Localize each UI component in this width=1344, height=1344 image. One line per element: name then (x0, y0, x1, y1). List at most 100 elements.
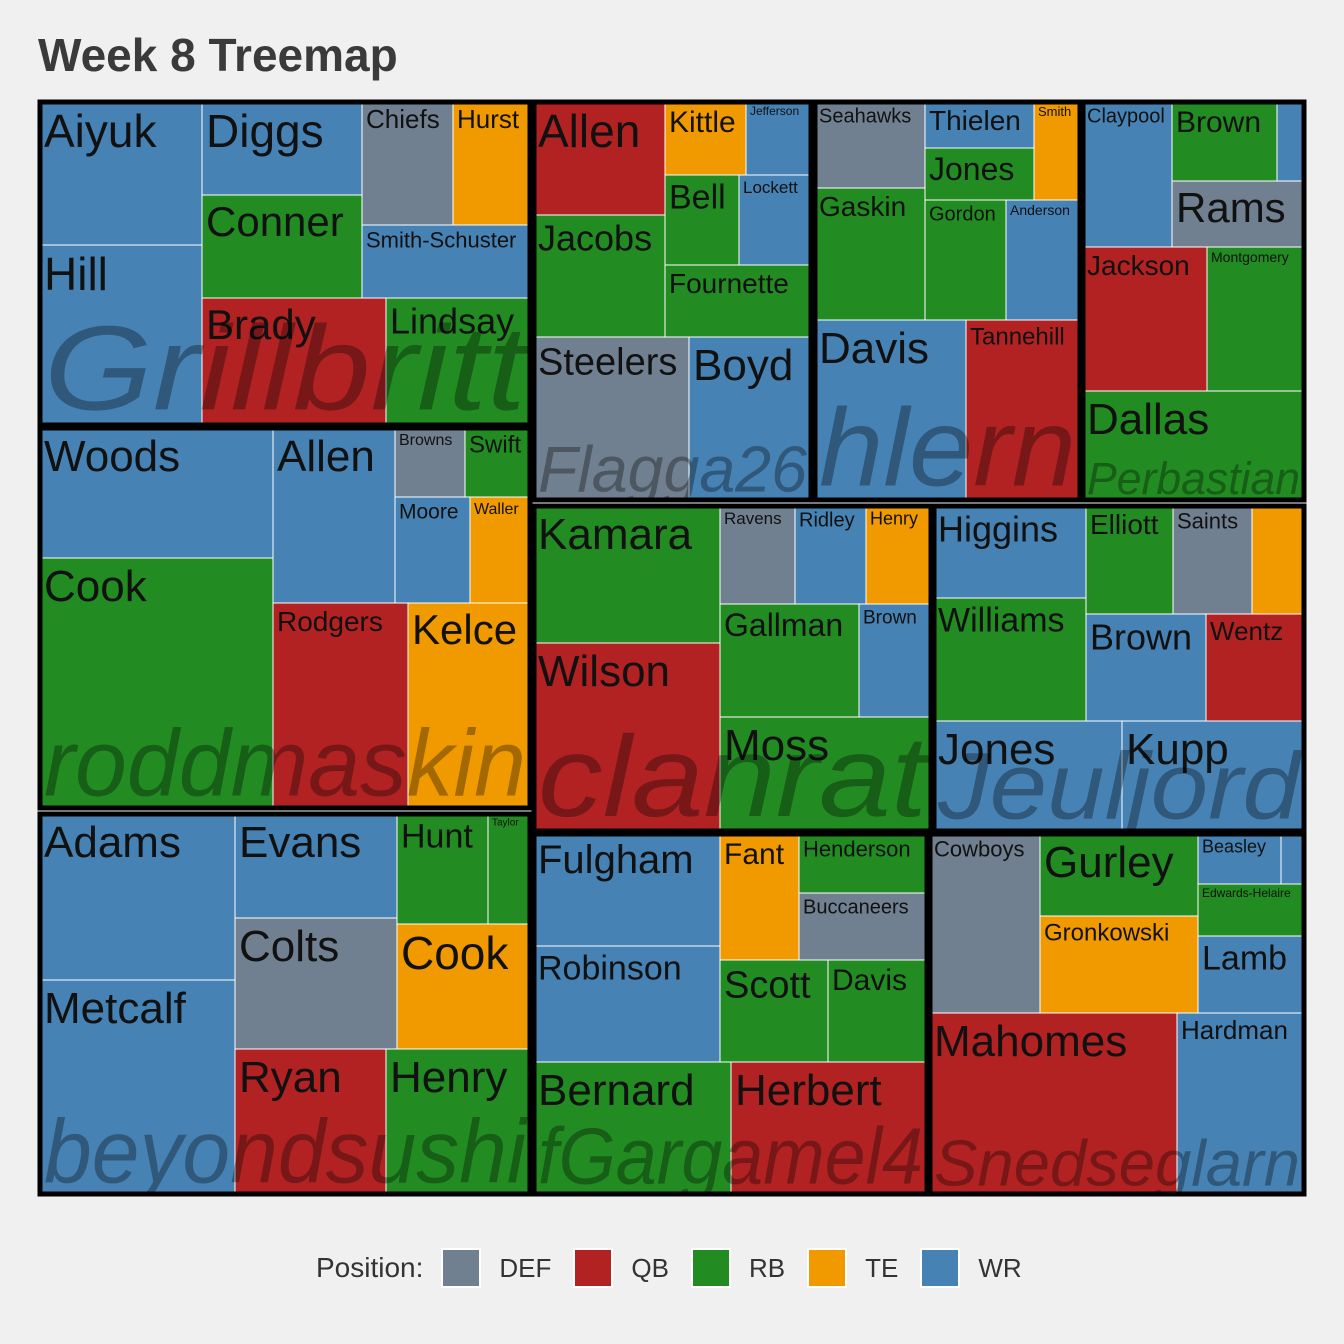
player-tile-mahomes (929, 1012, 1178, 1195)
team-label-perbastian: Perbastian (1087, 453, 1300, 504)
player-label-gurley: Gurley (1044, 838, 1174, 887)
player-tile-montgomery (1206, 246, 1305, 392)
player-label-gallman: Gallman (724, 607, 843, 643)
team-border-roddmaskin (37, 425, 533, 811)
player-label-wilson: Wilson (538, 647, 670, 696)
player-label-tannehill: Tannehill (970, 323, 1065, 350)
player-label-hurst: Hurst (457, 104, 520, 134)
team-label-fgargamel4: fGargamel4 (538, 1112, 923, 1201)
player-tile-jackson (1082, 246, 1208, 392)
team-label-grillbritt: Grillbritt (44, 301, 531, 435)
legend-swatch-rb (690, 1248, 731, 1288)
player-label-higgins: Higgins (938, 508, 1058, 549)
legend-swatch-te (807, 1248, 848, 1288)
player-tile-moss (719, 716, 932, 832)
player-tile-fulgham (533, 833, 721, 947)
player-tile-steelers (533, 336, 690, 501)
player-tile-fournette (664, 264, 812, 338)
team-label-snedseglarn: Snedseglarn (934, 1127, 1300, 1200)
player-label-lamb: Lamb (1202, 940, 1287, 978)
team-border-grillbritt (37, 99, 533, 428)
player-label-claypool: Claypool (1087, 106, 1165, 128)
treemap-chart: Aiyuk Hill Diggs Chiefs Hurst Conner Smith-Sch… (37, 99, 1307, 1201)
team-border-hlern (812, 99, 1083, 503)
player-label-jefferson: Jefferson (750, 104, 799, 118)
player-label-edwards-helaire: Edwards-Helaire (1202, 886, 1291, 900)
player-label-jackson: Jackson (1087, 250, 1190, 281)
player-label-moss: Moss (724, 721, 829, 770)
player-tile-wentz (1205, 613, 1305, 722)
team-label-roddmaskin: roddmaskin (44, 711, 526, 817)
legend-swatch-def (441, 1248, 482, 1288)
player-label-thielen: Thielen (929, 105, 1021, 136)
player-label-mahomes: Mahomes (934, 1017, 1127, 1066)
player-label-rams: Rams (1176, 184, 1286, 231)
player-tile-anderson (1005, 199, 1081, 321)
player-label-kelce: Kelce (412, 606, 517, 653)
team-group-hlern: Seahawks Thielen Smith Jones Gaskin Gordon And… (812, 99, 1083, 503)
player-label-jones: Jones (929, 151, 1014, 187)
player-label-robinson: Robinson (538, 950, 682, 988)
legend-item-def: DEF (441, 1248, 551, 1288)
legend-swatch-wr (920, 1248, 961, 1288)
player-label-bernard: Bernard (538, 1066, 695, 1115)
player-tile-boyd (688, 336, 812, 501)
player-tile-metcalf (39, 979, 236, 1195)
player-tile-kupp (1121, 720, 1305, 832)
player-label-chiefs: Chiefs (366, 104, 440, 134)
player-tile-cook (39, 557, 274, 809)
player-label-ryan: Ryan (239, 1053, 342, 1102)
player-label-buccaneers: Buccaneers (803, 897, 909, 919)
player-label-fant: Fant (724, 838, 785, 871)
legend-swatch-qb (573, 1248, 614, 1288)
player-label-diggs: Diggs (206, 105, 324, 157)
player-label-brown: Brown (863, 608, 917, 629)
player-label-steelers: Steelers (538, 341, 677, 383)
player-label-boyd: Boyd (693, 341, 793, 390)
team-border-fgargamel4 (531, 831, 930, 1197)
player-tile-gordon (924, 199, 1007, 321)
team-group-grillbritt: Aiyuk Hill Diggs Chiefs Hurst Conner Smith-Sch… (37, 99, 533, 435)
player-label-rodgers: Rodgers (277, 606, 383, 637)
player-label-adams: Adams (44, 818, 181, 867)
legend-item-rb: RB (690, 1248, 785, 1288)
player-tile-wilson (533, 642, 721, 832)
team-border-jeuljord (931, 503, 1307, 834)
player-label-evans: Evans (239, 818, 361, 867)
player-tile-kelce (407, 602, 531, 809)
team-group-jeuljord: Higgins Williams Elliott Saints Brown Wentz Jo… (931, 503, 1307, 834)
player-tile-aiyuk (39, 101, 203, 246)
player-label-brown: Brown (1090, 616, 1192, 657)
player-tile-gurley (1039, 833, 1199, 917)
player-label-henry: Henry (870, 509, 918, 529)
player-label-lockett: Lockett (743, 178, 798, 197)
player-label-henderson: Henderson (803, 836, 911, 861)
player-tile-claypool (1082, 101, 1173, 248)
player-tile-brady (201, 297, 387, 426)
player-label-jones: Jones (938, 725, 1055, 774)
player-tile-hardman (1176, 1012, 1305, 1195)
player-label-browns: Browns (399, 432, 452, 449)
player-tile-hunt (396, 813, 489, 925)
team-group-roddmaskin: Woods Cook Allen Browns Swift Moore Waller Rodg… (37, 425, 533, 817)
player-label-metcalf: Metcalf (44, 984, 187, 1033)
player-label-cook: Cook (401, 927, 509, 979)
player-tile-unlabeled (1276, 101, 1305, 182)
team-border-snedseglarn (927, 831, 1307, 1197)
player-label-moore: Moore (399, 501, 459, 524)
player-label-elliott: Elliott (1090, 509, 1159, 540)
player-label-anderson: Anderson (1010, 202, 1070, 218)
team-border-perbastian (1080, 99, 1307, 503)
legend-item-te: TE (807, 1248, 898, 1288)
team-border-flagga26 (531, 99, 814, 503)
player-tile-gallman (719, 603, 860, 718)
team-border-clanrat (531, 503, 934, 834)
player-label-henry: Henry (390, 1053, 507, 1102)
player-label-kamara: Kamara (538, 510, 693, 559)
player-label-colts: Colts (239, 922, 339, 971)
player-tile-diggs (201, 101, 363, 196)
player-label-gordon: Gordon (929, 204, 996, 226)
player-tile-browns (394, 427, 466, 498)
player-tile-unlabeled (1251, 505, 1305, 615)
player-tile-evans (234, 813, 398, 919)
